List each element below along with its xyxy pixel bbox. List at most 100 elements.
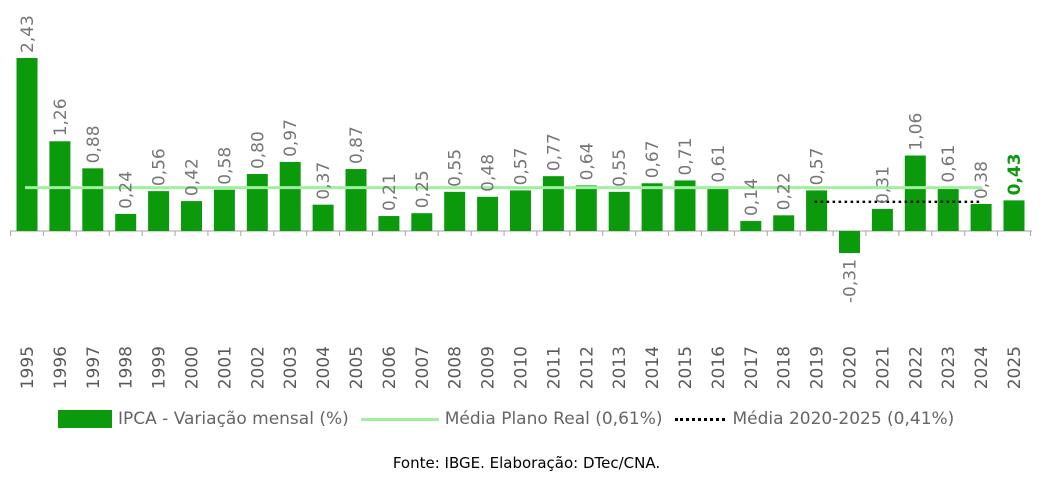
value-label-2004: 0,37 [314, 162, 334, 200]
value-label-2020: -0,31 [841, 259, 861, 303]
x-tick-label-2001: 2001 [215, 346, 235, 389]
x-tick-label-1998: 1998 [117, 346, 137, 389]
bar-2002 [246, 174, 268, 231]
value-label-2019: 0,57 [808, 148, 828, 186]
bar-2008 [444, 191, 466, 231]
value-label-1995: 2,43 [18, 15, 38, 53]
value-label-2011: 0,77 [544, 133, 564, 171]
bar-2013 [608, 191, 630, 231]
value-label-1999: 0,56 [150, 148, 170, 186]
x-tick-label-2020: 2020 [841, 346, 861, 389]
value-label-2018: 0,22 [775, 172, 795, 210]
x-tick-label-2018: 2018 [775, 346, 795, 389]
bar-2023 [937, 187, 959, 231]
bar-2020 [839, 231, 860, 254]
value-label-2022: 1,06 [906, 113, 926, 151]
bar-2003 [279, 161, 301, 231]
bar-2019 [806, 190, 828, 231]
legend-label-ipca: IPCA - Variação mensal (%) [118, 409, 349, 429]
value-label-2012: 0,64 [577, 143, 597, 181]
bar-1999 [148, 191, 170, 231]
x-tick-label-2011: 2011 [544, 346, 564, 389]
x-tick-label-2005: 2005 [347, 346, 367, 389]
x-tick-label-2013: 2013 [610, 346, 630, 389]
bar-2007 [411, 213, 433, 231]
value-label-1996: 1,26 [51, 98, 71, 136]
bar-1995 [16, 57, 38, 231]
bar-2006 [378, 216, 400, 231]
x-tick-label-2002: 2002 [248, 346, 268, 389]
legend-item-media-plano-real: Média Plano Real (0,61%) [360, 409, 663, 429]
legend-swatch-dotted [674, 417, 725, 421]
x-tick-label-2004: 2004 [314, 346, 334, 389]
bar-1997 [82, 168, 104, 231]
ipca-bar-chart: 2,43 1,26 0,88 0,24 0,56 0,42 0,58 0,80 0,97 0,37… [10, 15, 1032, 389]
value-label-2009: 0,48 [479, 154, 499, 192]
value-label-2014: 0,67 [643, 140, 663, 178]
bar-2004 [312, 204, 334, 231]
bar-2009 [477, 196, 499, 231]
x-tick-label-2015: 2015 [676, 346, 696, 389]
value-label-2002: 0,80 [248, 131, 268, 169]
bar-2001 [213, 189, 235, 231]
legend-item-ipca: IPCA - Variação mensal (%) [58, 409, 349, 429]
x-tick-label-2009: 2009 [479, 346, 499, 389]
legend-label-media-2020-2025: Média 2020-2025 (0,41%) [732, 409, 955, 429]
x-tick-label-1997: 1997 [84, 346, 104, 389]
legend-swatch-line [360, 417, 439, 421]
source-note: Fonte: IBGE. Elaboração: DTec/CNA. [392, 454, 661, 472]
x-tick-label-1996: 1996 [51, 346, 71, 389]
x-tick-label-2012: 2012 [577, 346, 597, 389]
x-tick-label-2008: 2008 [446, 346, 466, 389]
value-label-2013: 0,55 [610, 149, 630, 187]
bar-1998 [115, 213, 137, 231]
bar-2025 [1003, 200, 1025, 231]
bar-2024 [970, 203, 992, 231]
x-tick-label-2007: 2007 [413, 346, 433, 389]
x-tick-label-2016: 2016 [709, 346, 729, 389]
value-label-2008: 0,55 [446, 149, 466, 187]
value-label-2001: 0,58 [215, 147, 235, 185]
chart-legend: IPCA - Variação mensal (%) Média Plano R… [58, 404, 966, 434]
x-tick-label-1999: 1999 [150, 346, 170, 389]
x-tick-label-2019: 2019 [808, 346, 828, 389]
x-tick-label-2023: 2023 [939, 346, 959, 389]
value-label-2017: 0,14 [742, 178, 762, 216]
bar-2005 [345, 169, 367, 231]
bar-2000 [181, 201, 202, 231]
x-tick-label-1995: 1995 [18, 346, 38, 389]
value-label-2015: 0,71 [676, 138, 696, 176]
value-label-2016: 0,61 [709, 145, 729, 183]
bar-2011 [542, 176, 564, 231]
value-label-2007: 0,25 [413, 170, 433, 208]
bar-2018 [773, 215, 795, 231]
bar-2017 [740, 221, 762, 231]
bar-2015 [674, 180, 696, 231]
x-tick-label-2024: 2024 [972, 346, 992, 389]
value-label-2021: 0,31 [873, 166, 893, 204]
x-tick-label-2017: 2017 [742, 346, 762, 389]
x-tick-label-2000: 2000 [183, 346, 203, 389]
bar-2021 [871, 208, 893, 231]
x-tick-label-2021: 2021 [873, 346, 893, 389]
x-tick-label-2025: 2025 [1005, 346, 1025, 389]
value-label-1998: 0,24 [117, 171, 137, 209]
x-tick-label-2006: 2006 [380, 346, 400, 389]
bar-2022 [904, 155, 926, 231]
x-tick-label-2014: 2014 [643, 346, 663, 389]
value-label-1997: 0,88 [84, 125, 104, 163]
legend-item-media-2020-2025: Média 2020-2025 (0,41%) [674, 409, 955, 429]
bar-2012 [575, 185, 597, 231]
value-label-2003: 0,97 [281, 119, 301, 157]
value-label-2024: 0,38 [972, 161, 992, 199]
bar-2016 [707, 187, 729, 231]
value-label-2023: 0,61 [939, 145, 959, 183]
value-label-2025: 0,43 [1005, 153, 1025, 195]
value-label-2006: 0,21 [380, 173, 400, 211]
legend-label-media-plano-real: Média Plano Real (0,61%) [444, 409, 663, 429]
bar-2014 [641, 183, 663, 231]
value-label-2010: 0,57 [512, 148, 532, 186]
x-tick-label-2010: 2010 [512, 346, 532, 389]
bar-2010 [510, 190, 531, 231]
legend-swatch-bar [58, 410, 112, 428]
